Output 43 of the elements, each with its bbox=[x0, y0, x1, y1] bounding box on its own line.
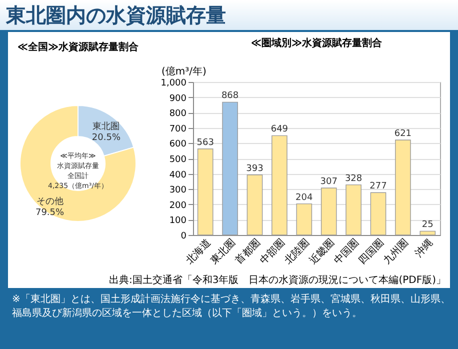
data-label: 204 bbox=[296, 192, 314, 203]
data-label: 20.5% bbox=[92, 132, 121, 143]
chart-title: 東北圏内の水資源賦存量 bbox=[0, 0, 458, 30]
bar bbox=[346, 184, 362, 236]
bar bbox=[420, 230, 436, 236]
data-label: 393 bbox=[246, 164, 264, 174]
y-axis-title: (億m³/年) bbox=[162, 66, 207, 78]
data-label: 621 bbox=[394, 128, 412, 139]
data-label: 277 bbox=[370, 182, 387, 192]
bar bbox=[320, 188, 337, 236]
bar bbox=[197, 148, 214, 236]
y-tick-label: 0 bbox=[180, 232, 187, 242]
y-tick-label: 1,000 bbox=[160, 78, 187, 88]
bar bbox=[296, 203, 312, 236]
slice-label: その他 bbox=[36, 196, 64, 208]
y-tick-label: 900 bbox=[169, 94, 187, 104]
data-label: 649 bbox=[270, 124, 288, 135]
donut-slice bbox=[20, 105, 136, 222]
bar bbox=[370, 192, 386, 236]
y-tick-label: 700 bbox=[169, 124, 187, 134]
data-label: 328 bbox=[344, 174, 362, 184]
data-label: 307 bbox=[320, 177, 338, 188]
slice-label: 東北圏 bbox=[92, 120, 120, 132]
bar bbox=[246, 174, 263, 236]
chart-subtitle: ≪全国≫水資源賦存量割合 bbox=[18, 41, 140, 53]
y-tick-label: 800 bbox=[169, 109, 187, 120]
data-label: 563 bbox=[196, 138, 214, 148]
y-tick-label: 100 bbox=[169, 216, 187, 226]
source-note: 出典:国土交通省「令和3年版 日本の水資源の現況について本編(PDF版)」 bbox=[108, 274, 446, 287]
bar bbox=[272, 135, 288, 236]
y-tick-label: 400 bbox=[169, 170, 187, 180]
bar bbox=[395, 140, 411, 236]
y-tick-label: 500 bbox=[169, 155, 187, 165]
y-tick-label: 200 bbox=[169, 200, 187, 211]
chart-title: ≪圏域別≫水資源賦存量割合 bbox=[251, 37, 383, 49]
data-label: 25 bbox=[422, 220, 434, 230]
data-label: 79.5% bbox=[35, 208, 65, 218]
y-tick-label: 600 bbox=[169, 140, 187, 150]
x-tick-label: 沖縄 bbox=[412, 236, 436, 260]
y-tick-label: 300 bbox=[169, 186, 187, 196]
bar bbox=[222, 102, 238, 236]
text: ※「東北圏」とは、国土形成計画法施行令に基づき、青森県、岩手県、宮城県、秋田県、山形県、福島県及び新潟県の区域を一体とした区域（以下「圏域」という。）をいう。 bbox=[12, 293, 452, 321]
data-label: 868 bbox=[221, 91, 239, 102]
